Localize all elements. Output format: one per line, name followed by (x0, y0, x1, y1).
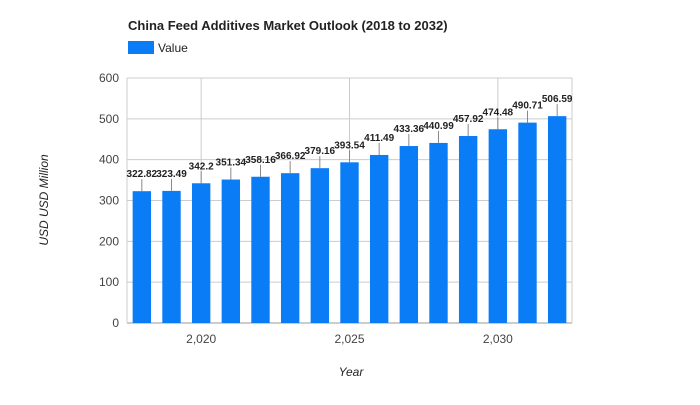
x-tick-label: 2,030 (483, 332, 513, 346)
y-tick-label: 400 (99, 153, 119, 167)
y-tick-labels: 0 100 200 300 400 500 600 (99, 71, 119, 330)
chart-title: China Feed Additives Market Outlook (201… (128, 18, 448, 33)
legend-label: Value (158, 41, 188, 55)
data-label: 393.54 (334, 140, 365, 151)
bar (488, 129, 508, 323)
y-axis-label: USD USD Million (37, 154, 51, 246)
x-tick-labels: 2,020 2,025 2,030 (186, 332, 513, 346)
bar (518, 122, 537, 324)
data-label: 358.16 (245, 155, 276, 166)
x-axis-label: Year (339, 365, 365, 379)
data-label: 342.2 (189, 161, 214, 172)
y-tick-label: 0 (112, 316, 119, 330)
data-label: 440.99 (423, 121, 454, 132)
data-label: 351.34 (216, 158, 247, 169)
y-tick-label: 500 (99, 112, 119, 126)
data-label: 322.82 (127, 169, 158, 180)
bar (340, 162, 359, 323)
bar (280, 173, 300, 323)
bar (221, 179, 241, 323)
data-label: 433.36 (394, 124, 425, 135)
bar (132, 191, 152, 323)
data-label: 457.92 (453, 114, 484, 125)
bar (310, 168, 330, 323)
y-tick-label: 600 (99, 71, 119, 85)
bar (458, 136, 478, 323)
data-label: 366.92 (275, 151, 306, 162)
data-label: 474.48 (483, 107, 514, 118)
y-tick-label: 100 (99, 275, 119, 289)
bar (547, 116, 567, 323)
data-label: 323.49 (156, 169, 187, 180)
legend[interactable]: Value (128, 41, 188, 55)
data-label: 490.71 (512, 101, 543, 112)
x-tick-label: 2,025 (334, 332, 364, 346)
bar (162, 190, 181, 323)
data-label: 379.16 (305, 146, 336, 157)
y-tick-label: 200 (99, 234, 119, 248)
legend-swatch (128, 41, 154, 54)
bar (369, 154, 389, 323)
data-label: 506.59 (542, 94, 573, 105)
data-label: 411.49 (364, 133, 394, 144)
y-tick-label: 300 (99, 194, 119, 208)
bar (251, 176, 270, 323)
bar (429, 142, 448, 323)
bar (399, 146, 419, 323)
bar (191, 183, 211, 323)
x-tick-label: 2,020 (186, 332, 216, 346)
bars (132, 116, 567, 324)
